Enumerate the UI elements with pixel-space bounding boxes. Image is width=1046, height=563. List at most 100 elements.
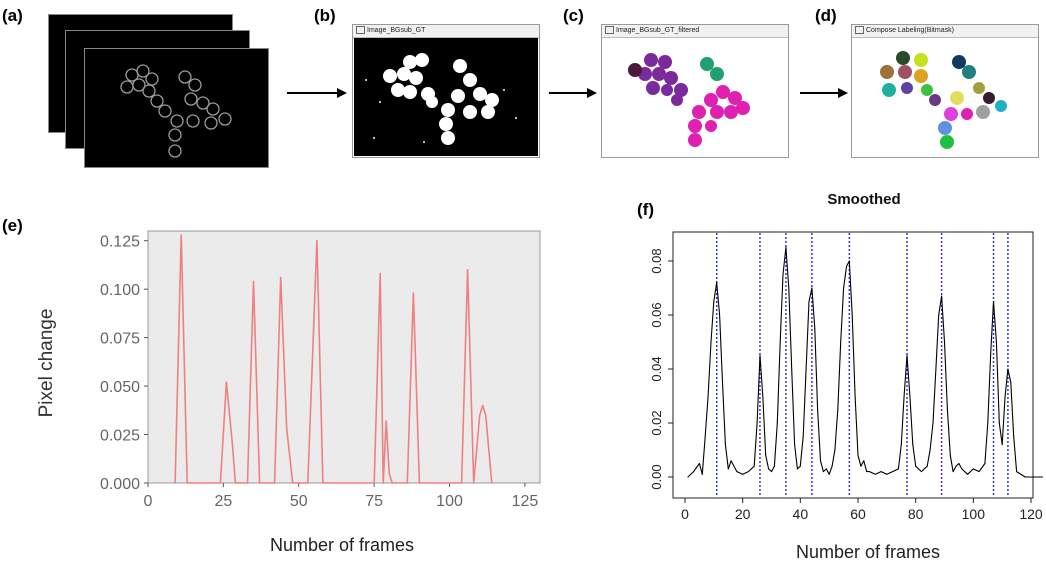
panel-label-d: (d): [815, 6, 837, 25]
data-point: [391, 482, 393, 484]
data-point: [851, 314, 853, 316]
data-point: [820, 460, 822, 462]
y-tick-label: 0.125: [100, 234, 140, 251]
data-point: [747, 471, 749, 473]
x-tick-label: 25: [214, 493, 232, 510]
data-point: [742, 473, 744, 475]
data-point: [274, 482, 276, 484]
data-point: [765, 454, 767, 456]
panel-label-c: (c): [563, 6, 584, 25]
data-point: [857, 454, 859, 456]
data-point: [736, 471, 738, 473]
x-tick-label: 75: [365, 493, 383, 510]
data-point: [219, 482, 221, 484]
data-point: [946, 409, 948, 410]
data-point: [418, 482, 420, 484]
series-line: [687, 246, 1043, 478]
x-axis-label: Number of frames: [270, 535, 414, 555]
x-tick-label: 0: [681, 506, 689, 522]
data-point: [791, 368, 793, 370]
data-point: [491, 482, 493, 484]
panel-label-b: (b): [314, 6, 336, 25]
y-tick-label: 0.04: [649, 356, 664, 381]
data-point: [373, 482, 375, 484]
data-point: [944, 341, 945, 343]
data-point: [848, 260, 850, 262]
data-point: [897, 468, 899, 470]
y-tick-label: 0.075: [100, 331, 140, 348]
data-point: [834, 449, 836, 451]
data-point: [412, 292, 414, 294]
data-point: [874, 473, 876, 475]
data-point: [779, 341, 781, 343]
data-point: [252, 280, 255, 282]
data-point: [952, 471, 954, 473]
data-point: [814, 328, 816, 329]
data-point: [687, 476, 689, 478]
data-point: [915, 465, 917, 467]
data-point: [854, 395, 856, 397]
data-point: [926, 465, 928, 467]
y-tick-label: 0.000: [100, 476, 140, 493]
data-point: [802, 436, 804, 437]
data-point: [840, 341, 842, 343]
pixel-change-chart: Pixel change Number of frames 0.000 0.025…: [36, 230, 541, 555]
data-point: [724, 444, 726, 446]
plot-background: [148, 231, 540, 483]
data-point: [886, 473, 888, 475]
data-point: [796, 468, 798, 470]
data-point: [485, 414, 487, 416]
data-point: [379, 273, 381, 275]
data-point: [730, 460, 732, 462]
data-point: [938, 314, 940, 316]
data-point: [782, 274, 784, 275]
panel-label-f: (f): [637, 200, 654, 219]
data-point: [762, 395, 764, 397]
arrow-a-to-b: [287, 88, 347, 98]
y-tick-label: 0.00: [649, 464, 664, 489]
data-point: [234, 482, 237, 484]
data-point: [949, 454, 951, 456]
window-title-bar: Compose Labeling(Bitmask): [852, 25, 1038, 38]
data-point: [993, 301, 995, 302]
data-point: [998, 422, 1000, 424]
y-tick-label: 0.025: [100, 428, 140, 445]
x-tick-label: 0: [144, 493, 153, 510]
data-point: [822, 471, 824, 473]
frame-cells-image: [120, 64, 232, 158]
data-point: [707, 395, 709, 397]
data-point: [461, 482, 463, 484]
data-point: [727, 468, 729, 470]
data-point: [701, 473, 703, 475]
data-point: [186, 482, 188, 484]
data-point: [825, 468, 827, 470]
data-point: [958, 463, 960, 464]
data-point: [863, 460, 865, 462]
data-point: [231, 443, 234, 445]
data-point: [909, 395, 911, 397]
data-point: [773, 465, 775, 467]
x-tick-label: 120: [1019, 506, 1043, 522]
data-point: [900, 444, 902, 446]
x-tick-label: 100: [962, 506, 986, 522]
window-title-bar: Image_BGsub_GT_filtered: [602, 25, 788, 38]
data-point: [716, 282, 718, 284]
window-title-text: Image_BGsub_GT: [367, 27, 426, 34]
window-app-icon: [855, 26, 864, 35]
chart-title: Smoothed: [827, 191, 900, 208]
data-point: [929, 449, 931, 451]
data-point: [794, 444, 796, 446]
y-tick-label: 0.050: [100, 379, 140, 396]
data-point: [1024, 476, 1026, 478]
data-point: [286, 428, 288, 430]
data-point: [756, 422, 758, 424]
x-tick-label: 125: [512, 493, 539, 510]
x-tick-label: 80: [908, 506, 924, 522]
data-point: [776, 422, 778, 424]
data-point: [906, 355, 908, 356]
window-title-bar: Image_BGsub_GT: [353, 25, 539, 38]
data-point: [482, 404, 484, 407]
data-point: [753, 465, 755, 467]
data-point: [759, 355, 761, 356]
data-point: [869, 471, 871, 473]
